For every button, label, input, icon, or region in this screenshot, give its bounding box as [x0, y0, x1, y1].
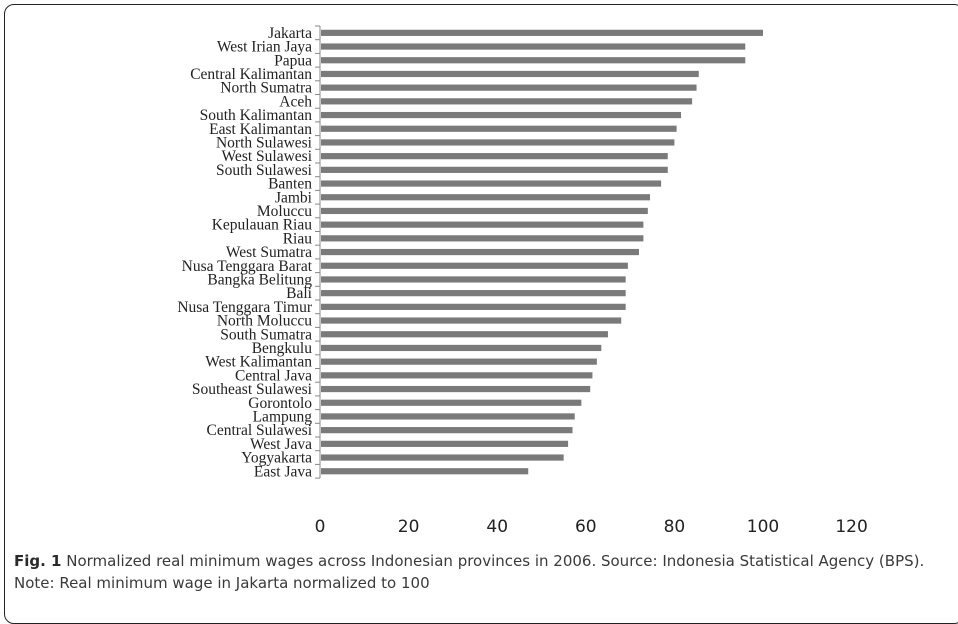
y-axis	[315, 25, 321, 479]
category-label: Jambi	[275, 189, 313, 206]
bar	[321, 139, 675, 146]
category-label: North Sumatra	[220, 80, 312, 97]
figure-caption: Fig. 1 Normalized real minimum wages acr…	[14, 550, 944, 594]
category-label: South Sumatra	[220, 326, 312, 343]
bar	[321, 440, 569, 447]
bar	[321, 153, 668, 160]
bar	[321, 276, 626, 283]
category-label: Moluccu	[257, 203, 312, 220]
bar	[321, 70, 699, 78]
category-label: West Sulawesi	[222, 148, 313, 165]
bar	[321, 468, 529, 475]
bar	[321, 29, 763, 36]
x-tick-label: 100	[747, 517, 779, 537]
category-label: Yogyakarta	[241, 450, 312, 467]
bar	[321, 180, 662, 187]
bar	[321, 344, 602, 352]
bar	[321, 331, 608, 338]
bar	[321, 303, 626, 310]
bar	[321, 194, 651, 201]
bar	[321, 427, 573, 434]
bar	[321, 221, 644, 228]
bar	[321, 98, 693, 105]
bar	[321, 84, 697, 91]
category-label: Bengkulu	[252, 340, 313, 357]
category-label: West Java	[250, 436, 312, 453]
bar	[321, 385, 591, 393]
x-tick-label: 120	[835, 517, 867, 537]
bar	[321, 358, 597, 365]
bar	[321, 166, 668, 173]
bar	[321, 372, 593, 379]
category-label: Lampung	[253, 408, 313, 425]
category-label: East Java	[254, 463, 312, 480]
x-tick-label: 80	[664, 517, 686, 537]
category-label: Papua	[274, 52, 312, 69]
category-label: Banten	[268, 176, 312, 193]
bar	[321, 454, 564, 461]
bar	[321, 43, 746, 50]
bar	[321, 57, 746, 64]
category-label: Central Kalimantan	[190, 66, 312, 83]
caption-text: Normalized real minimum wages across Ind…	[14, 552, 925, 592]
category-label: Bali	[286, 285, 313, 302]
bar	[321, 235, 644, 242]
bar	[321, 317, 622, 324]
category-label: Nusa Tenggara Timur	[177, 299, 313, 316]
category-label: Jakarta	[268, 25, 312, 42]
bar	[321, 290, 626, 297]
category-label: Central Java	[235, 367, 312, 384]
bar	[321, 399, 582, 406]
category-label: West Irian Jaya	[217, 39, 312, 56]
x-tick-label: 40	[486, 517, 508, 537]
x-tick-label: 20	[398, 517, 420, 537]
category-label: West Kalimantan	[205, 354, 312, 371]
category-label: South Sulawesi	[216, 162, 313, 179]
x-tick-label: 0	[315, 517, 326, 537]
category-label: Southeast Sulawesi	[192, 381, 313, 398]
category-label: North Moluccu	[217, 313, 312, 330]
caption-label: Fig. 1	[14, 552, 62, 570]
category-label: Nusa Tenggara Barat	[182, 258, 313, 275]
category-label: West Sumatra	[226, 244, 312, 261]
category-label: South Kalimantan	[200, 107, 313, 124]
bar	[321, 248, 639, 256]
bar	[321, 111, 682, 119]
category-label: East Kalimantan	[209, 121, 312, 138]
bar	[321, 413, 575, 420]
bar	[321, 262, 628, 269]
category-label: Aceh	[279, 93, 312, 110]
x-tick-labels: 0 20 40 60 80 100 120	[315, 517, 868, 537]
category-label: North Sulawesi	[216, 134, 313, 151]
category-label: Kepulauan Riau	[212, 217, 313, 234]
category-label: Riau	[283, 230, 313, 247]
category-label: Gorontolo	[248, 395, 312, 412]
bar	[321, 207, 648, 215]
category-label: Bangka Belitung	[207, 271, 312, 288]
category-label: Central Sulawesi	[207, 422, 313, 439]
bar	[321, 125, 677, 132]
x-tick-label: 60	[575, 517, 597, 537]
bars	[321, 29, 763, 475]
